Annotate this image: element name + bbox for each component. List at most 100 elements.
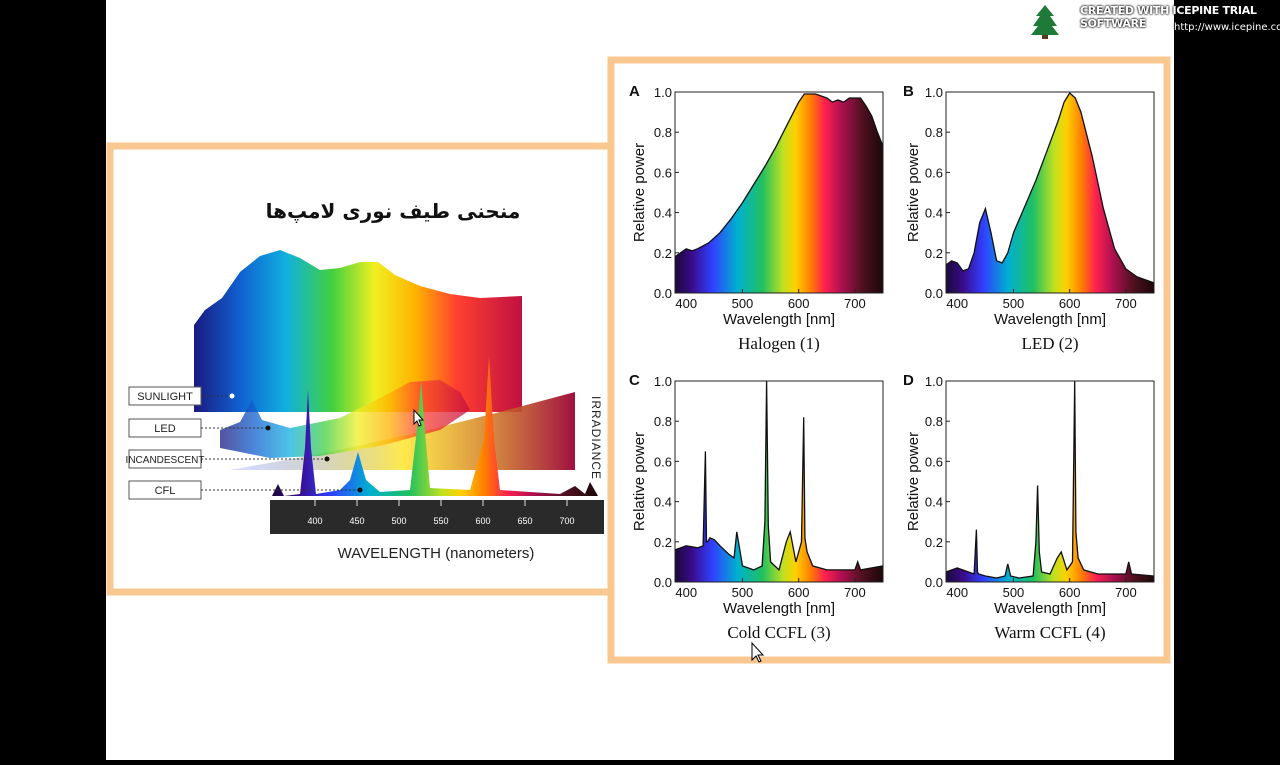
x-tick-label: 400 <box>946 296 968 311</box>
x-tick-label: 600 <box>1059 585 1081 600</box>
y-tick-label: 0.8 <box>925 414 943 429</box>
irradiance-label: IRRADIANCE <box>589 396 603 480</box>
tick-label: 450 <box>349 516 364 526</box>
spectrum-line <box>945 91 1155 284</box>
y-tick-label: 0.6 <box>654 165 672 180</box>
x-tick-label: 700 <box>1115 296 1137 311</box>
spectrum-panel-b: 0.0 0.2 0.4 0.6 0.8 1.0 400 500 600 700 Wavelength… <box>903 83 1155 353</box>
mouse-cursor-icon <box>751 641 765 663</box>
y-tick-label: 0.2 <box>654 246 672 261</box>
y-tick-label: 0.6 <box>654 454 672 469</box>
panel-caption: Warm CCFL (4) <box>994 623 1105 642</box>
x-tick-label: 500 <box>1003 585 1025 600</box>
led-curve <box>220 380 470 458</box>
y-tick-label: 0.8 <box>654 125 672 140</box>
y-tick-label: 0.0 <box>654 286 672 301</box>
tick-label: 650 <box>517 516 532 526</box>
legend-label: LED <box>154 423 175 435</box>
x-tick-label: 600 <box>1059 296 1081 311</box>
tick-label: 400 <box>307 516 322 526</box>
x-tick-label: 500 <box>1003 296 1025 311</box>
x-tick-label: 500 <box>732 585 754 600</box>
y-tick-label: 0.4 <box>654 495 672 510</box>
x-tick-label: 400 <box>675 296 697 311</box>
legend-dot <box>229 393 235 399</box>
lamp-legend: SUNLIGHT LED INCANDESCENT CFL <box>126 386 363 500</box>
y-axis-label: Relative power <box>631 432 648 531</box>
lamp-spectrum-illustration: منحنی طیف نوری لامپ‌ها 400 450 500 550 600 65… <box>126 199 604 562</box>
left-figure-title: منحنی طیف نوری لامپ‌ها <box>266 199 521 223</box>
y-tick-label: 1.0 <box>654 85 672 100</box>
y-tick-label: 1.0 <box>925 374 943 389</box>
legend-dot <box>357 487 363 493</box>
tick-label: 500 <box>391 516 406 526</box>
y-tick-label: 0.2 <box>925 535 943 550</box>
panel-letter: D <box>903 372 914 389</box>
y-axis-label: Relative power <box>905 143 922 242</box>
x-tick-label: 600 <box>788 296 810 311</box>
legend-label: INCANDESCENT <box>126 455 205 466</box>
spectrum-line <box>674 93 884 258</box>
x-axis-label: Wavelength [nm] <box>723 311 835 328</box>
panel-letter: A <box>629 83 640 100</box>
wavelength-ticks: 400 450 500 550 600 650 700 <box>307 500 575 526</box>
y-tick-label: 1.0 <box>654 374 672 389</box>
x-tick-label: 400 <box>946 585 968 600</box>
y-tick-label: 0.4 <box>654 206 672 221</box>
spectrum-panel-c: 0.0 0.2 0.4 0.6 0.8 1.0 400 500 600 700 Wavelength… <box>629 372 884 642</box>
x-tick-label: 700 <box>1115 585 1137 600</box>
legend-label: CFL <box>155 485 176 497</box>
y-tick-label: 0.4 <box>925 206 943 221</box>
y-tick-label: 0.0 <box>925 575 943 590</box>
plot-frame <box>674 91 884 294</box>
y-tick-label: 0.0 <box>925 286 943 301</box>
x-tick-label: 500 <box>732 296 754 311</box>
x-axis-label: Wavelength [nm] <box>723 600 835 617</box>
panel-caption: LED (2) <box>1021 334 1078 353</box>
x-axis-label: Wavelength [nm] <box>994 311 1106 328</box>
spectrum-panel-a: 0.0 0.2 0.4 0.6 0.8 1.0 400 500 600 700 Wavelength… <box>629 83 884 353</box>
y-tick-label: 1.0 <box>925 85 943 100</box>
y-tick-label: 0.2 <box>925 246 943 261</box>
y-tick-label: 0.6 <box>925 454 943 469</box>
panel-letter: B <box>903 83 914 100</box>
y-tick-label: 0.8 <box>654 414 672 429</box>
x-axis-label: Wavelength [nm] <box>994 600 1106 617</box>
x-tick-label: 400 <box>675 585 697 600</box>
left-x-label: WAVELENGTH (nanometers) <box>338 545 535 562</box>
cfl-curve <box>272 356 598 496</box>
legend-label: SUNLIGHT <box>137 391 193 403</box>
tick-label: 550 <box>433 516 448 526</box>
legend-dot <box>324 456 330 462</box>
x-tick-label: 700 <box>844 296 866 311</box>
x-tick-label: 600 <box>788 585 810 600</box>
y-tick-label: 0.4 <box>925 495 943 510</box>
spectrum-line <box>945 380 1155 579</box>
panel-caption: Cold CCFL (3) <box>727 623 830 642</box>
x-tick-label: 700 <box>844 585 866 600</box>
panel-caption: Halogen (1) <box>738 334 820 353</box>
watermark-title: CREATED WITH ICEPINE TRIAL SOFTWARE <box>1080 4 1257 30</box>
y-tick-label: 0.2 <box>654 535 672 550</box>
tick-label: 600 <box>475 516 490 526</box>
sunlight-curve <box>194 250 522 412</box>
spectrum-panel-d: 0.0 0.2 0.4 0.6 0.8 1.0 400 500 600 700 Wavelength… <box>903 372 1155 642</box>
pine-tree-icon <box>1025 3 1065 41</box>
wavelength-axis-bar <box>270 500 604 534</box>
panel-letter: C <box>629 372 640 389</box>
plot-frame <box>945 380 1155 583</box>
y-axis-label: Relative power <box>631 143 648 242</box>
tick-label: 700 <box>559 516 574 526</box>
y-axis-label: Relative power <box>905 432 922 531</box>
y-tick-label: 0.6 <box>925 165 943 180</box>
y-tick-label: 0.0 <box>654 575 672 590</box>
legend-dot <box>265 425 271 431</box>
plot-frame <box>674 380 884 583</box>
mouse-cursor-icon <box>413 408 425 427</box>
watermark-url: http://www.icepine.com <box>1174 22 1280 33</box>
y-tick-label: 0.8 <box>925 125 943 140</box>
plot-frame <box>945 91 1155 294</box>
spectra-panels: 0.0 0.2 0.4 0.6 0.8 1.0 400 500 600 700 Wavelength… <box>629 83 1155 642</box>
